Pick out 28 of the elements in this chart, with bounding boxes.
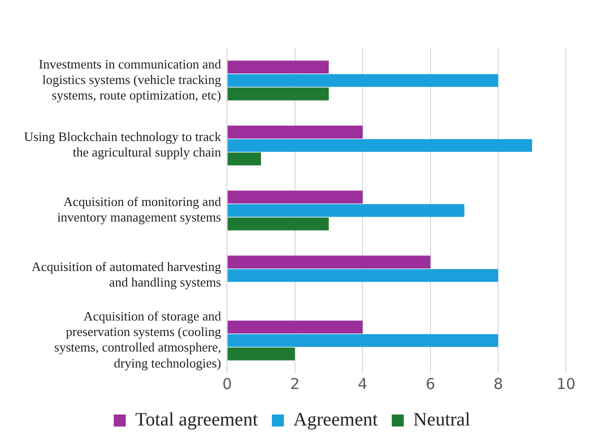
x-tick-label: 0	[222, 374, 232, 393]
bar	[228, 152, 262, 166]
bar	[228, 139, 532, 152]
x-tick-label: 8	[493, 374, 503, 393]
bar	[228, 218, 329, 230]
bar	[228, 74, 498, 87]
bar	[228, 334, 498, 347]
bar	[228, 204, 464, 217]
x-tick-label: 4	[358, 374, 368, 393]
y-tick-label: Acquisition of automated harvesting and handling systems	[32, 259, 222, 290]
bar	[228, 269, 498, 282]
y-tick-label: Acquisition of storage and preservation systems (cooling systems, controlled atmosphere, drying technologies)	[54, 308, 222, 370]
bar	[228, 320, 363, 334]
bar	[228, 256, 430, 268]
x-tick-label: 10	[556, 374, 576, 393]
bar	[228, 88, 329, 100]
bar	[228, 348, 295, 360]
bar	[228, 60, 329, 74]
x-tick-label: 6	[426, 374, 436, 393]
y-tick-label: Using Blockchain technology to track the agricultural supply chain	[24, 129, 222, 160]
legend-label: Neutral	[413, 409, 470, 430]
x-tick-label: 2	[290, 374, 300, 393]
y-tick-label: Investments in communication and logistics systems (vehicle tracking systems, route optimization, etc)	[38, 56, 222, 103]
legend-label: Agreement	[293, 409, 379, 430]
bar	[228, 190, 363, 204]
bar	[228, 126, 363, 138]
legend-label: Total agreement	[135, 409, 259, 430]
y-tick-label: Acquisition of monitoring and inventory management systems	[57, 194, 222, 225]
